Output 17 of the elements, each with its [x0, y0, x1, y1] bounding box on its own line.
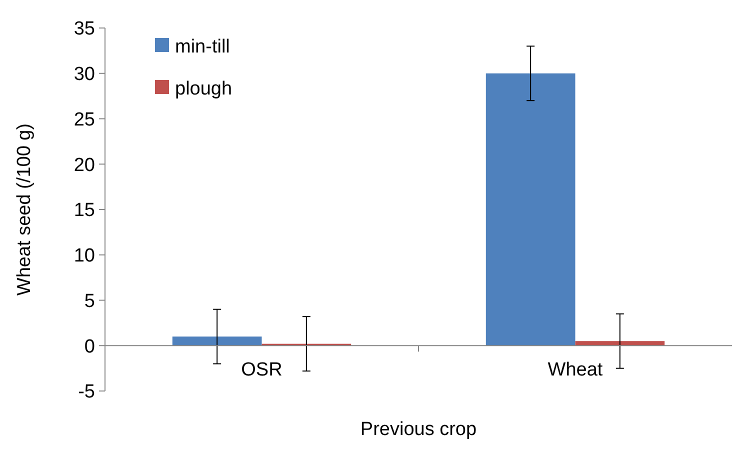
y-tick-label: 5: [84, 290, 95, 312]
x-tick-label: Wheat: [548, 360, 604, 381]
x-axis-title: Previous crop: [360, 419, 477, 440]
y-axis-title: Wheat seed (/100 g): [14, 123, 35, 296]
x-tick-label: OSR: [241, 360, 282, 381]
y-tick-label: 15: [74, 200, 95, 222]
y-tick-label: 30: [74, 64, 95, 86]
legend-label: min-till: [175, 36, 230, 58]
y-tick-label: 20: [74, 154, 95, 176]
y-tick-label: 0: [84, 336, 95, 358]
y-tick-label: 35: [74, 18, 95, 40]
bar: [172, 336, 262, 346]
bar: [486, 73, 576, 346]
y-tick-label: 25: [74, 109, 95, 130]
y-tick-label: -5: [78, 382, 95, 403]
legend-label: plough: [175, 78, 232, 100]
y-tick-label: 10: [74, 246, 95, 267]
